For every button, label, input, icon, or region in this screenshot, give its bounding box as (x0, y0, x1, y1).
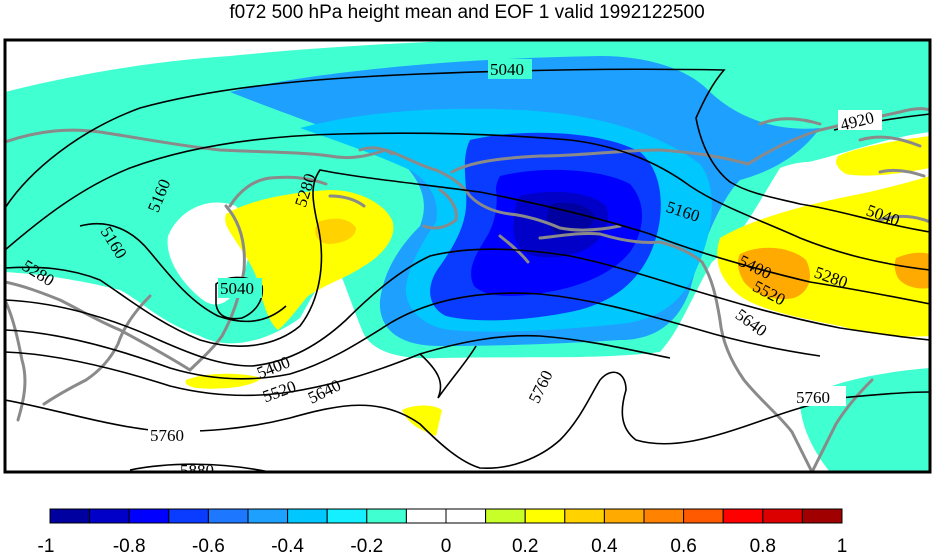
coastline-arctic-islands (758, 117, 926, 178)
colorbar-swatch (49, 508, 91, 524)
coastline-bering (384, 148, 622, 232)
colorbar-swatch (564, 508, 605, 524)
positive-region-northeast (836, 136, 930, 176)
contour-5640 (5, 334, 671, 397)
coastline-chukotka (422, 188, 458, 230)
colorbar-tick-label: -0.8 (112, 536, 146, 557)
coastline-alaska-peninsula (498, 234, 530, 264)
contour-label: 5760 (150, 426, 184, 445)
coastlines (5, 107, 930, 472)
colorbar-tick-label: -0.4 (271, 536, 304, 557)
contour-label: 5640 (305, 376, 344, 408)
coastline-kurils (268, 175, 366, 208)
colorbar-tick-label: -0.2 (350, 536, 384, 557)
positive-region-subtropical (185, 373, 262, 389)
positive-region-dot (402, 405, 442, 436)
contour-5160-north (5, 132, 930, 271)
contour-label: 5040 (490, 60, 524, 79)
contour-5040-low (215, 276, 264, 320)
positive-core-gulf (315, 218, 356, 244)
colorbar-swatch (445, 508, 487, 524)
map-frame (3, 38, 932, 474)
colorbar-swatch (326, 508, 368, 524)
colorbar-tick-label: -1 (37, 536, 55, 557)
colorbar-tick-label: 0 (440, 536, 452, 557)
coastline-alaska-south (538, 232, 814, 472)
coastline-japan (42, 294, 152, 406)
colorbar-tick-label: 0.2 (511, 536, 539, 557)
colorbar-swatch (485, 508, 526, 524)
colorbar-swatch (366, 508, 407, 524)
colorbar-swatch (287, 508, 328, 524)
colorbar-swatch (247, 508, 289, 524)
anomaly-shading (5, 40, 930, 472)
colorbar-swatch (524, 508, 566, 524)
map-title: f072 500 hPa height mean and EOF 1 valid… (229, 2, 705, 23)
colorbar-tick-label: 1 (836, 536, 848, 557)
weak-negative-region-patch (330, 54, 372, 69)
coastline-hudson (878, 214, 930, 224)
contour-label: 5760 (796, 388, 830, 407)
colorbar-swatch (722, 508, 764, 524)
colorbar (49, 508, 843, 524)
contour-5040-north (5, 68, 930, 233)
contour-5760 (5, 371, 930, 469)
coastline-sakhalin (228, 176, 272, 208)
colorbar-swatch (603, 508, 645, 524)
contour-5880 (129, 463, 271, 472)
coastline-aleutian-1 (358, 146, 394, 156)
coastline-asia-east (5, 280, 192, 372)
colorbar-tick-label: -0.6 (192, 536, 225, 557)
colorbar-tick-label: 0.6 (670, 536, 697, 557)
colorbar-tick-label: 0.4 (591, 536, 618, 557)
contour-label: 5040 (220, 279, 254, 298)
white-gap-north-east (780, 161, 839, 198)
colorbar-swatch (207, 508, 249, 524)
contour-5400 (5, 248, 930, 367)
positive-core-far-east (894, 252, 930, 289)
colorbar-swatch (762, 508, 803, 524)
contour-5640-trough (419, 345, 477, 399)
coastline-us-west (810, 378, 874, 472)
contour-label: 5880 (180, 461, 214, 480)
contour-5280 (5, 169, 930, 347)
contour-label: 5760 (525, 367, 557, 406)
map-plot-area: 5040 4920 5160 5280 5160 5040 5280 5160 … (5, 40, 930, 480)
colorbar-swatch (683, 508, 724, 524)
colorbar-swatch (168, 508, 209, 524)
colorbar-swatch (801, 508, 843, 524)
colorbar-swatch (128, 508, 170, 524)
colorbar-swatch (405, 508, 447, 524)
colorbar-swatch (89, 508, 130, 524)
coastline-asia-north (5, 128, 388, 160)
contour-label: 5520 (260, 377, 298, 406)
colorbar-swatch (643, 508, 685, 524)
coastline-alaska-north (450, 148, 750, 174)
contour-5160-west (79, 222, 287, 323)
contour-5520 (5, 292, 821, 380)
coastline-west-edge (5, 298, 27, 422)
colorbar-tick-label: 0.8 (749, 536, 777, 557)
coastline-kamchatka (188, 204, 246, 372)
